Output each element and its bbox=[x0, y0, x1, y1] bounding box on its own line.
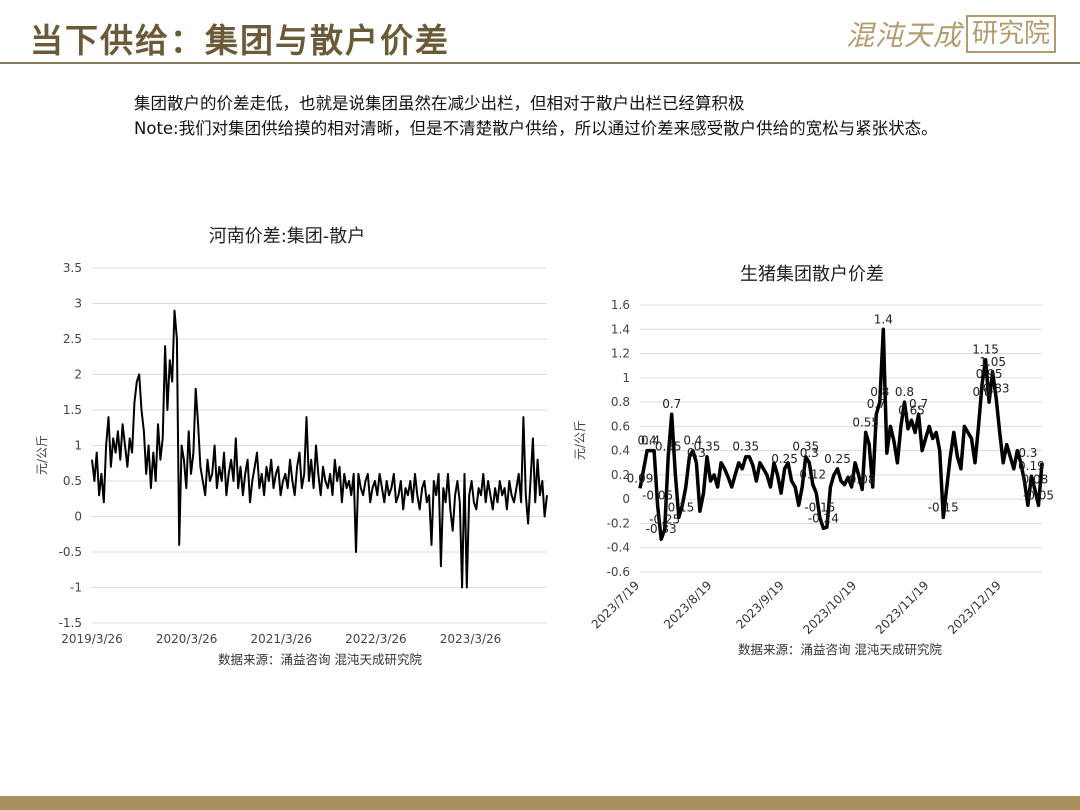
data-label: 0.7 bbox=[662, 397, 681, 411]
data-label: 0.08 bbox=[1022, 472, 1049, 486]
y-tick-label: 2 bbox=[74, 368, 82, 382]
x-tick-label: 2022/3/26 bbox=[345, 632, 407, 646]
data-label: 0.4 bbox=[683, 434, 702, 448]
x-tick-label: 2023/10/19 bbox=[800, 578, 859, 637]
logo-box-text: 研究院 bbox=[965, 15, 1056, 53]
series-line bbox=[638, 327, 1044, 541]
y-tick-label: -0.5 bbox=[59, 545, 82, 559]
data-label: -0.05 bbox=[1023, 488, 1054, 502]
data-label: -0.24 bbox=[808, 511, 839, 525]
x-tick-label: 2023/11/19 bbox=[873, 578, 932, 637]
y-tick-label: 1 bbox=[74, 439, 82, 453]
y-tick-label: -1 bbox=[70, 581, 82, 595]
data-label: 0.25 bbox=[771, 452, 798, 466]
data-label: -0.15 bbox=[928, 500, 959, 514]
chart-title: 河南价差:集团-散户 bbox=[209, 226, 366, 247]
x-tick-label: 2023/7/19 bbox=[589, 578, 642, 631]
data-label: 0.25 bbox=[824, 452, 851, 466]
series-line bbox=[91, 309, 548, 589]
data-label: 0.08 bbox=[849, 472, 876, 486]
chart-title: 生猪集团散户价差 bbox=[740, 264, 884, 285]
summary-paragraph: 集团散户的价差走低，也就是说集团虽然在减少出栏，但相对于散户出栏已经算积极 bbox=[134, 94, 745, 113]
data-label: -0.33 bbox=[646, 522, 677, 536]
data-label: 0.35 bbox=[792, 440, 819, 454]
data-label: 0.7 bbox=[909, 397, 928, 411]
data-label: 0.83 bbox=[983, 381, 1010, 395]
y-tick-label: 1 bbox=[622, 371, 630, 385]
data-label: -0.05 bbox=[642, 488, 673, 502]
data-label: 1.4 bbox=[874, 312, 893, 326]
data-label: 0.7 bbox=[867, 397, 886, 411]
data-label: 0.19 bbox=[1018, 459, 1045, 473]
brand-logo: 混沌天成 研究院 bbox=[846, 14, 1056, 54]
data-label: 0.35 bbox=[732, 440, 759, 454]
title-divider bbox=[0, 62, 1080, 64]
hog-group-retail-spread-chart: 生猪集团散户价差 元/公斤 数据来源：涌益咨询 混沌天成研究院 1.6 1.4 1.… bbox=[570, 250, 1070, 680]
data-label: 1.15 bbox=[972, 343, 999, 357]
y-tick-label: -1.5 bbox=[59, 616, 82, 630]
data-label: 0.8 bbox=[973, 385, 992, 399]
y-tick-label: 2.5 bbox=[63, 332, 82, 346]
henan-spread-chart: 河南价差:集团-散户 元/公斤 数据来源：涌益咨询 混沌天成研究院 3.5 3 2.… bbox=[0, 210, 570, 680]
data-label: 0.4 bbox=[641, 434, 660, 448]
y-tick-label: 0.6 bbox=[611, 419, 630, 433]
data-label: 0.12 bbox=[799, 468, 826, 482]
footer-bar bbox=[0, 796, 1080, 810]
y-axis-label: 元/公斤 bbox=[35, 435, 49, 475]
x-tick-label: 2023/3/26 bbox=[440, 632, 502, 646]
data-label: 0.65 bbox=[898, 403, 925, 417]
y-tick-label: -0.6 bbox=[607, 565, 630, 579]
page-title: 当下供给：集团与散户价差 bbox=[30, 21, 450, 60]
data-label: 0.4 bbox=[638, 434, 657, 448]
data-label: 0.95 bbox=[976, 367, 1003, 381]
data-label: 0.09 bbox=[627, 471, 654, 485]
x-tick-label: 2023/9/19 bbox=[733, 578, 786, 631]
data-label: 0.3 bbox=[800, 446, 819, 460]
henan-spread-chart-svg: 河南价差:集团-散户 元/公斤 数据来源：涌益咨询 混沌天成研究院 3.5 3 2.… bbox=[35, 226, 548, 667]
data-label: -0.15 bbox=[663, 500, 694, 514]
y-tick-label: -0.4 bbox=[607, 541, 630, 555]
x-tick-label: 2021/3/26 bbox=[251, 632, 313, 646]
x-tick-label: 2023/8/19 bbox=[661, 578, 714, 631]
data-label: 0.3 bbox=[687, 446, 706, 460]
data-source: 数据来源：涌益咨询 混沌天成研究院 bbox=[218, 652, 422, 667]
x-tick-label: 2023/12/19 bbox=[945, 578, 1004, 637]
data-label: 0.3 bbox=[1018, 446, 1037, 460]
data-label: 0.35 bbox=[655, 440, 682, 454]
hog-spread-chart-svg: 生猪集团散户价差 元/公斤 数据来源：涌益咨询 混沌天成研究院 1.6 1.4 1.… bbox=[573, 264, 1054, 657]
y-tick-label: 0.8 bbox=[611, 395, 630, 409]
y-tick-label: 1.4 bbox=[611, 322, 630, 336]
y-tick-label: 0.2 bbox=[611, 468, 630, 482]
y-tick-label: 0.5 bbox=[63, 474, 82, 488]
y-tick-label: 3.5 bbox=[63, 261, 82, 275]
y-tick-label: 1.6 bbox=[611, 298, 630, 312]
y-tick-label: 0 bbox=[622, 492, 630, 506]
y-tick-label: 3 bbox=[74, 297, 82, 311]
y-tick-label: 0 bbox=[74, 510, 82, 524]
data-label: 0.35 bbox=[694, 440, 721, 454]
y-axis-label: 元/公斤 bbox=[573, 420, 587, 460]
x-tick-label: 2019/3/26 bbox=[61, 632, 123, 646]
y-tick-label: -0.2 bbox=[607, 516, 630, 530]
x-tick-label: 2020/3/26 bbox=[156, 632, 218, 646]
data-label: -0.25 bbox=[649, 513, 680, 527]
data-label: 0.8 bbox=[895, 385, 914, 399]
data-label: 0.8 bbox=[870, 385, 889, 399]
note-paragraph: Note:我们对集团供给摸的相对清晰，但是不清楚散户供给，所以通过价差来感受散户… bbox=[134, 119, 938, 138]
data-label: 0.55 bbox=[852, 415, 879, 429]
logo-script-text: 混沌天成 bbox=[845, 19, 962, 52]
data-label: 1.05 bbox=[979, 355, 1006, 369]
y-tick-label: 1.5 bbox=[63, 403, 82, 417]
y-tick-label: 1.2 bbox=[611, 347, 630, 361]
y-tick-label: 0.4 bbox=[611, 444, 630, 458]
data-label: -0.15 bbox=[804, 500, 835, 514]
data-source: 数据来源：涌益咨询 混沌天成研究院 bbox=[738, 642, 942, 657]
